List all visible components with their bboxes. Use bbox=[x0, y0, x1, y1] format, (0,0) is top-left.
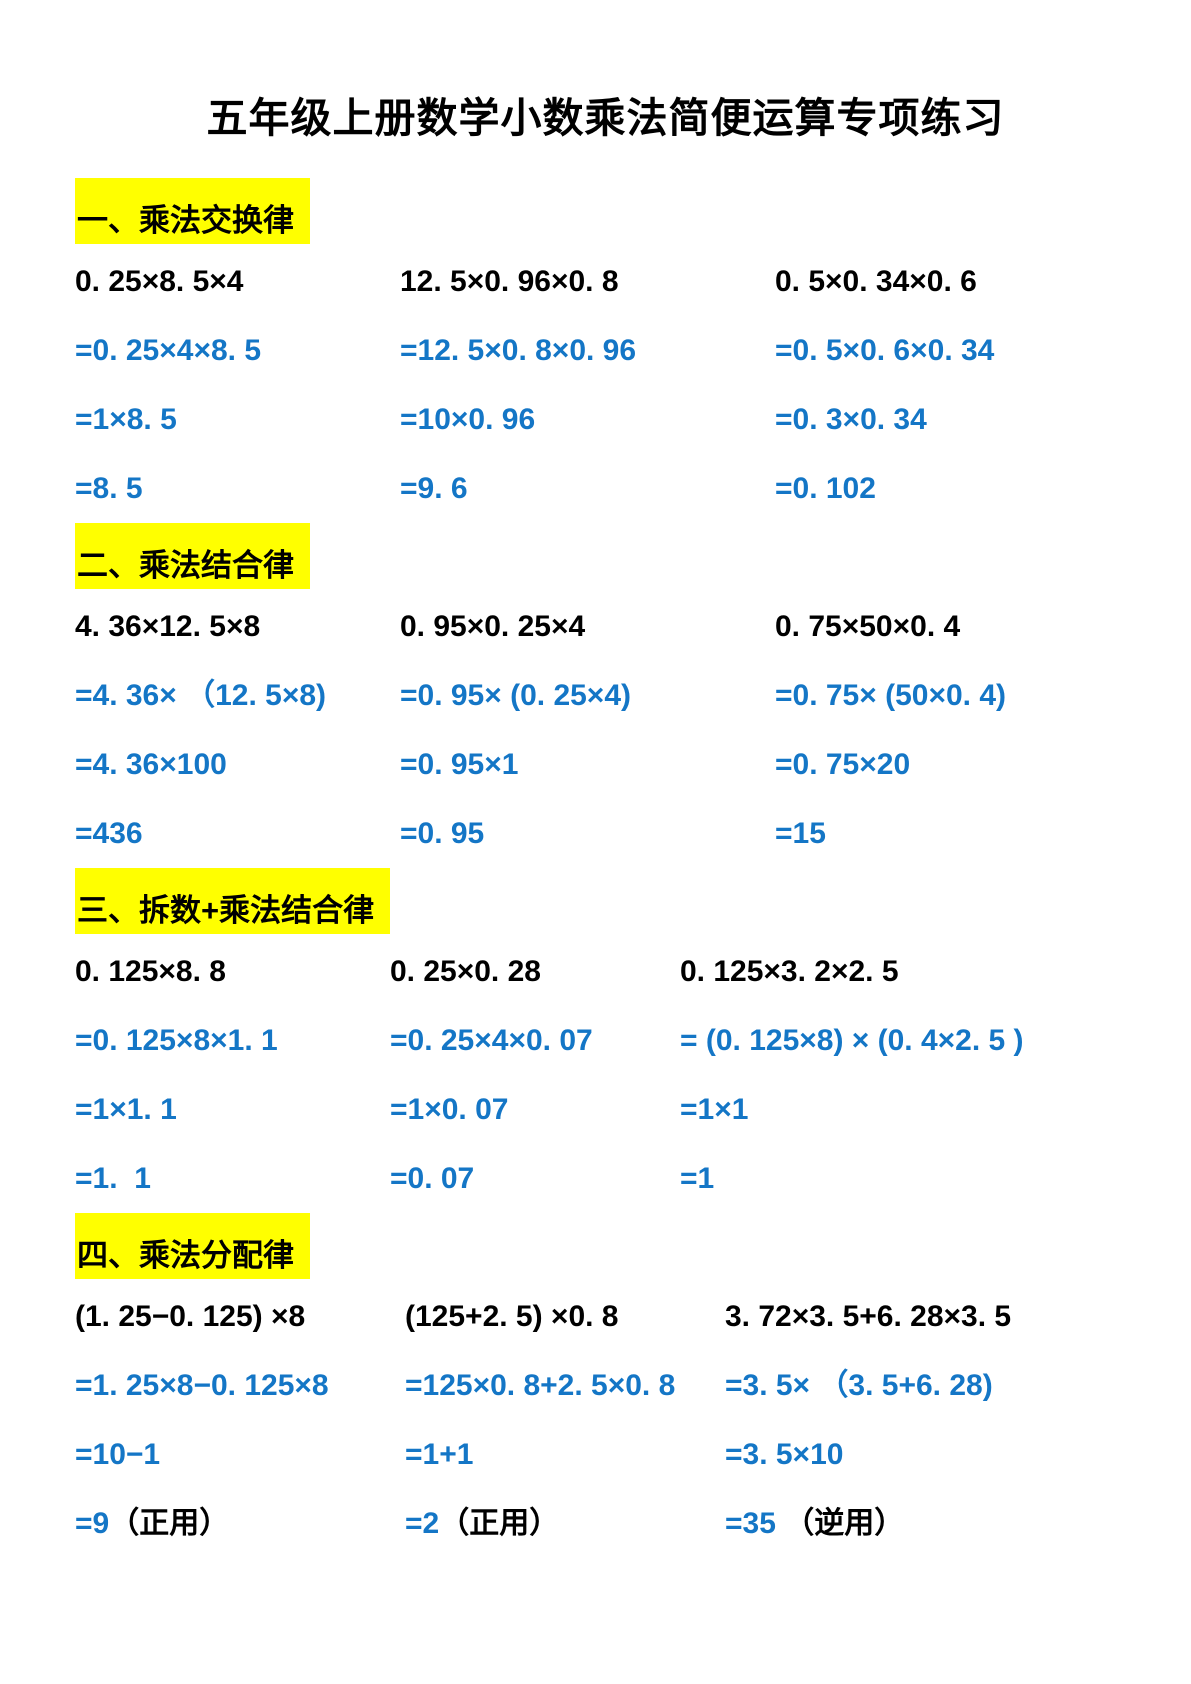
problems-grid: 4. 36×12. 5×8 0. 95×0. 25×4 0. 75×50×0. … bbox=[75, 609, 1136, 852]
solution-step: =0. 95× (0. 25×4) bbox=[400, 679, 632, 713]
solution-step: =10×0. 96 bbox=[400, 403, 536, 437]
final-answer-value: =35 bbox=[725, 1507, 776, 1541]
final-answer: =2（正用） bbox=[405, 1506, 725, 1542]
solution-answer: =0. 102 bbox=[775, 472, 876, 506]
page-title: 五年级上册数学小数乘法简便运算专项练习 bbox=[206, 95, 1005, 141]
section-associative-law: 二、乘法结合律 4. 36×12. 5×8 0. 95×0. 25×4 0. 7… bbox=[75, 523, 1136, 852]
solution-step: =3. 5× （3. 5+6. 28) bbox=[725, 1369, 993, 1403]
solution-step: =0. 75×20 bbox=[775, 748, 911, 782]
problem-expression: 12. 5×0. 96×0. 8 bbox=[400, 265, 619, 299]
solution-step: =0. 25×4×8. 5 bbox=[75, 334, 262, 368]
final-answer-value: =2 bbox=[405, 1507, 440, 1541]
solution-step: =1+1 bbox=[405, 1438, 474, 1472]
solution-step: =1×8. 5 bbox=[75, 403, 177, 437]
problem-expression: 3. 72×3. 5+6. 28×3. 5 bbox=[725, 1300, 1012, 1334]
solution-step: =1×1. 1 bbox=[75, 1093, 177, 1127]
solution-step: =1. 25×8−0. 125×8 bbox=[75, 1369, 329, 1403]
solution-step: =125×0. 8+2. 5×0. 8 bbox=[405, 1369, 676, 1403]
solution-answer: =15 bbox=[775, 817, 826, 851]
solution-step: =0. 3×0. 34 bbox=[775, 403, 927, 437]
final-answer: =35 （逆用） bbox=[725, 1506, 1136, 1542]
solution-answer: =9. 6 bbox=[400, 472, 468, 506]
solution-step: = (0. 125×8) × (0. 4×2. 5 ) bbox=[680, 1024, 1024, 1058]
solution-step: =4. 36× （12. 5×8) bbox=[75, 679, 327, 713]
solution-answer: =0. 07 bbox=[390, 1162, 475, 1196]
problem-expression: 0. 5×0. 34×0. 6 bbox=[775, 265, 977, 299]
solution-step: =0. 75× (50×0. 4) bbox=[775, 679, 1007, 713]
solution-answer: =8. 5 bbox=[75, 472, 143, 506]
problem-expression: 0. 125×8. 8 bbox=[75, 955, 226, 989]
solution-answer: =436 bbox=[75, 817, 143, 851]
final-answer-value: =9 bbox=[75, 1507, 110, 1541]
solution-step: =3. 5×10 bbox=[725, 1438, 844, 1472]
problem-expression: 0. 25×0. 28 bbox=[390, 955, 541, 989]
section-split-associative-law: 三、拆数+乘法结合律 0. 125×8. 8 0. 25×0. 28 0. 12… bbox=[75, 868, 1136, 1197]
section-heading-commutative: 一、乘法交换律 bbox=[75, 178, 310, 245]
solution-step: =4. 36×100 bbox=[75, 748, 227, 782]
problems-grid: 0. 25×8. 5×4 12. 5×0. 96×0. 8 0. 5×0. 34… bbox=[75, 264, 1136, 507]
section-commutative-law: 一、乘法交换律 0. 25×8. 5×4 12. 5×0. 96×0. 8 0.… bbox=[75, 178, 1136, 507]
solution-answer: =1. 1 bbox=[75, 1162, 151, 1196]
solution-step: =0. 25×4×0. 07 bbox=[390, 1024, 593, 1058]
solution-answer: =0. 95 bbox=[400, 817, 485, 851]
solution-step: =1×0. 07 bbox=[390, 1093, 509, 1127]
problems-grid: 0. 125×8. 8 0. 25×0. 28 0. 125×3. 2×2. 5… bbox=[75, 954, 1136, 1197]
section-heading-associative: 二、乘法结合律 bbox=[75, 523, 310, 590]
problem-expression: 4. 36×12. 5×8 bbox=[75, 610, 261, 644]
solution-answer: =1 bbox=[680, 1162, 715, 1196]
problem-expression: 0. 75×50×0. 4 bbox=[775, 610, 961, 644]
problem-expression: (125+2. 5) ×0. 8 bbox=[405, 1300, 619, 1334]
problem-expression: 0. 25×8. 5×4 bbox=[75, 265, 244, 299]
usage-note: （正用） bbox=[439, 1507, 560, 1541]
solution-step: =10−1 bbox=[75, 1438, 161, 1472]
problem-expression: 0. 95×0. 25×4 bbox=[400, 610, 586, 644]
solution-step: =0. 95×1 bbox=[400, 748, 519, 782]
solution-step: =0. 125×8×1. 1 bbox=[75, 1024, 278, 1058]
problem-expression: (1. 25−0. 125) ×8 bbox=[75, 1300, 306, 1334]
problems-grid: (1. 25−0. 125) ×8 (125+2. 5) ×0. 8 3. 72… bbox=[75, 1299, 1136, 1542]
final-answer: =9（正用） bbox=[75, 1506, 405, 1542]
usage-note: （逆用） bbox=[775, 1507, 905, 1541]
solution-step: =1×1 bbox=[680, 1093, 749, 1127]
section-distributive-law: 四、乘法分配律 (1. 25−0. 125) ×8 (125+2. 5) ×0.… bbox=[75, 1213, 1136, 1542]
solution-step: =0. 5×0. 6×0. 34 bbox=[775, 334, 995, 368]
section-heading-distributive: 四、乘法分配律 bbox=[75, 1213, 310, 1280]
problem-expression: 0. 125×3. 2×2. 5 bbox=[680, 955, 899, 989]
usage-note: （正用） bbox=[109, 1507, 230, 1541]
solution-step: =12. 5×0. 8×0. 96 bbox=[400, 334, 637, 368]
section-heading-split-associative: 三、拆数+乘法结合律 bbox=[75, 868, 391, 935]
